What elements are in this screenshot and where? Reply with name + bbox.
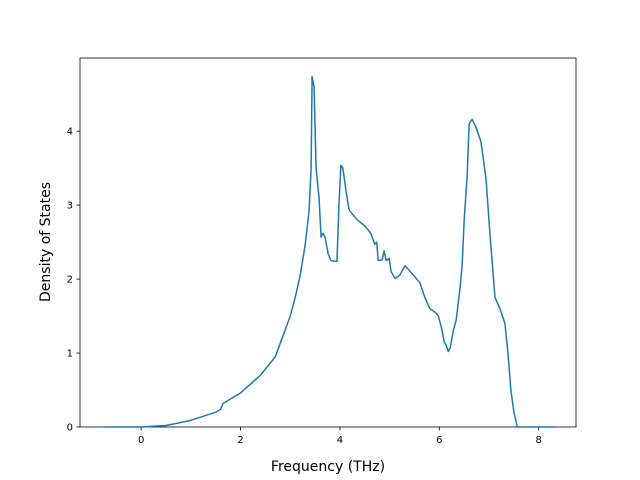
x-tick-label: 4 <box>337 435 343 446</box>
y-tick-label: 1 <box>67 349 73 360</box>
y-tick-label: 3 <box>67 201 73 212</box>
y-axis-label: Density of States <box>38 182 54 302</box>
x-tick-label: 0 <box>138 435 144 446</box>
x-axis-label: Frequency (THz) <box>271 459 385 475</box>
x-tick-label: 8 <box>536 435 542 446</box>
y-tick-label: 0 <box>67 423 73 434</box>
x-tick-label: 6 <box>436 435 442 446</box>
axes-frame <box>79 57 577 428</box>
line-series <box>103 75 555 428</box>
x-tick-label: 2 <box>237 435 243 446</box>
y-tick-label: 2 <box>67 275 73 286</box>
y-tick-label: 4 <box>67 127 73 138</box>
